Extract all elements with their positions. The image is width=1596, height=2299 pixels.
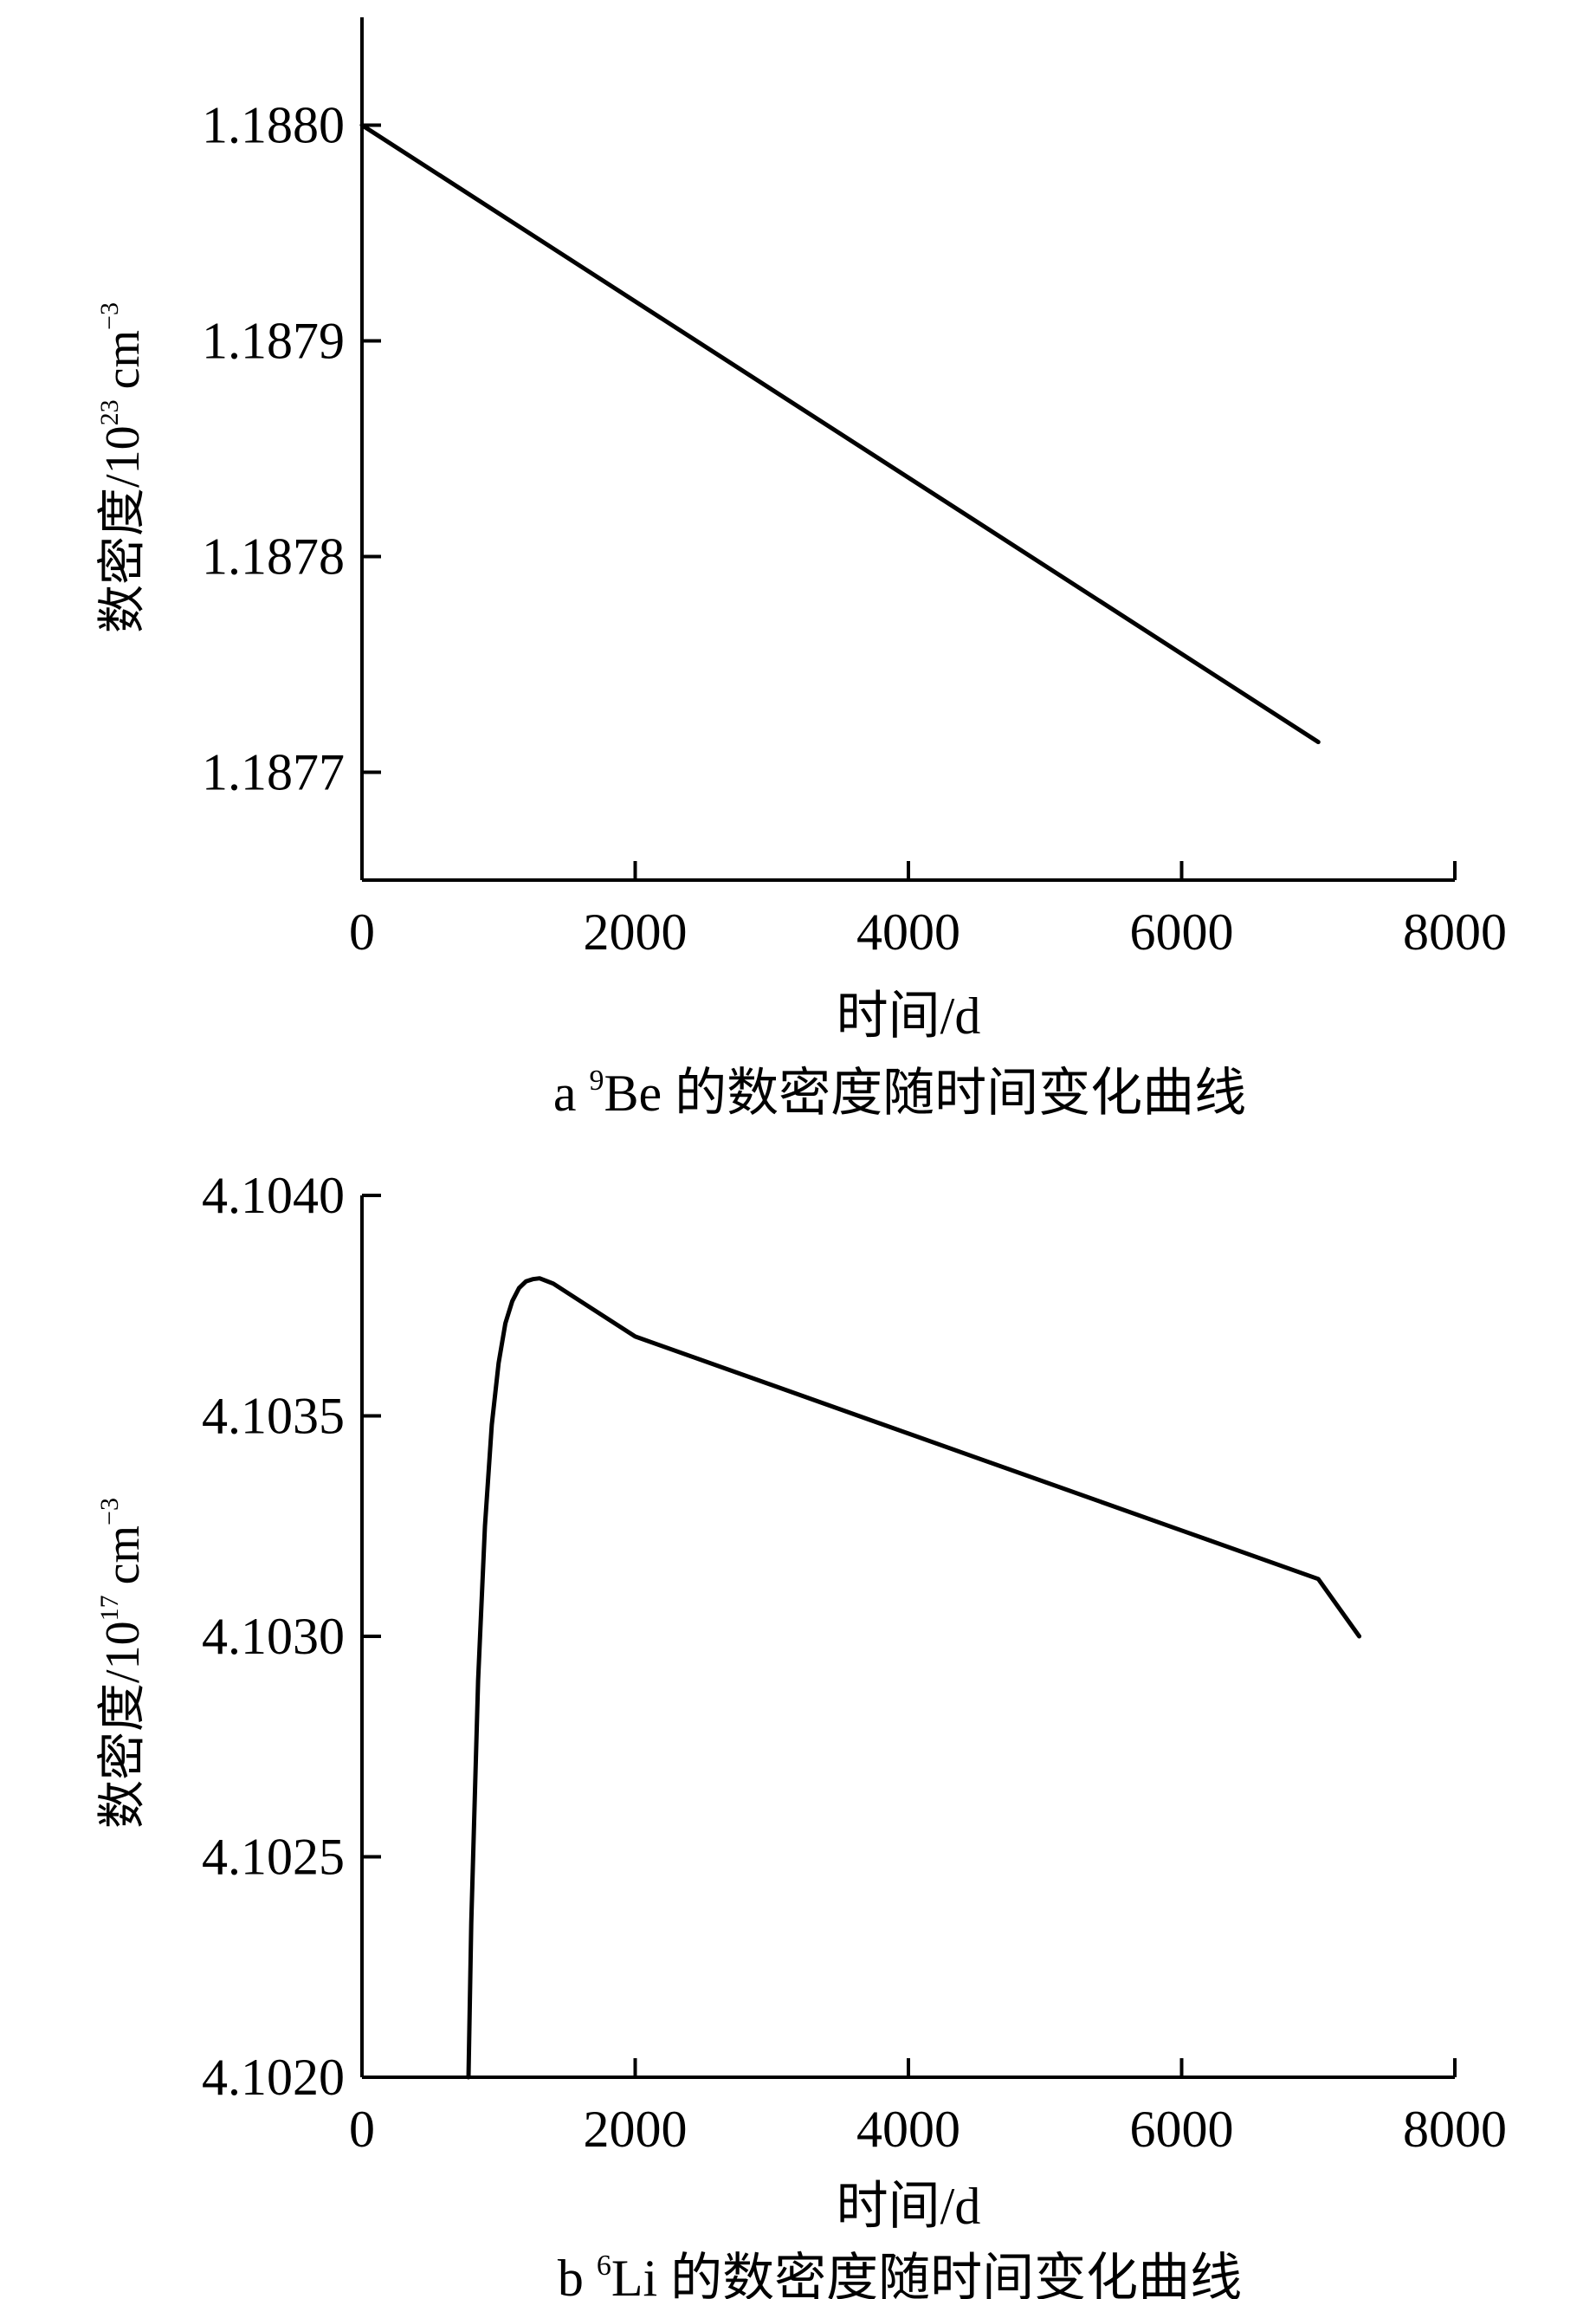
chart-panel-b: 0 2000 4000 6000 8000 4.1020 4.1025 4.1030 4.103… <box>95 1167 1507 2299</box>
caption-text: 的数密度随时间变化曲线 <box>675 1065 1246 1122</box>
y-axis-label-exponent: 23 <box>95 399 124 425</box>
y-axis-label-unit: cm <box>96 1525 150 1584</box>
chart-panel-a: 0 2000 4000 6000 8000 1.1877 1.1878 1.1879 1.188… <box>95 17 1507 1122</box>
x-tick-label: 8000 <box>1403 2101 1507 2158</box>
y-tick-label: 4.1035 <box>202 1388 345 1445</box>
x-tick-label: 4000 <box>856 903 960 961</box>
y-axis-label-unit-exponent: −3 <box>95 1498 124 1525</box>
series-line <box>466 1276 1362 2080</box>
x-tick-label: 8000 <box>1403 903 1507 961</box>
y-tick-label: 4.1030 <box>202 1608 345 1665</box>
y-tick-label: 1.1877 <box>202 744 345 801</box>
y-axis-label-main: 数密度/10 <box>96 425 150 633</box>
caption-letter: b <box>558 2250 597 2299</box>
caption-isotope-mass: 6 <box>597 2250 611 2282</box>
caption-isotope-symbol: Be <box>604 1065 675 1122</box>
y-tick-label: 4.1025 <box>202 1829 345 1886</box>
y-tick-label: 1.1880 <box>202 97 345 154</box>
figure-caption: a 9Be 的数密度随时间变化曲线 <box>553 1065 1246 1122</box>
y-axis-label-main: 数密度/10 <box>96 1621 150 1829</box>
y-axis-label-unit: cm <box>96 330 150 389</box>
x-tick-label: 2000 <box>584 2101 688 2158</box>
x-tick-label: 6000 <box>1130 903 1234 961</box>
x-axis-label: 时间/d <box>837 988 981 1045</box>
y-axis-label: 数密度/1017 cm−3 <box>95 1498 150 1829</box>
caption-letter: a <box>553 1065 590 1122</box>
y-axis-label-unit-exponent: −3 <box>95 302 124 330</box>
figure-caption: b 6Li 的数密度随时间变化曲线 <box>558 2250 1242 2299</box>
caption-isotope-mass: 9 <box>589 1065 604 1097</box>
x-tick-label: 4000 <box>856 2101 960 2158</box>
x-tick-label: 6000 <box>1130 2101 1234 2158</box>
x-tick-label: 2000 <box>584 903 688 961</box>
y-tick-label: 4.1040 <box>202 1167 345 1224</box>
x-axis-label: 时间/d <box>837 2178 981 2235</box>
caption-isotope-symbol: Li <box>611 2250 670 2299</box>
series-line <box>359 123 1321 745</box>
y-tick-label: 1.1879 <box>202 313 345 370</box>
x-tick-label: 0 <box>349 2101 375 2158</box>
y-axis-label-exponent: 17 <box>95 1595 124 1621</box>
y-tick-label: 4.1020 <box>202 2049 345 2106</box>
y-axis-label: 数密度/1023 cm−3 <box>95 302 150 633</box>
y-tick-label: 1.1878 <box>202 528 345 586</box>
x-tick-label: 0 <box>349 903 375 961</box>
caption-text: 的数密度随时间变化曲线 <box>670 2250 1242 2299</box>
